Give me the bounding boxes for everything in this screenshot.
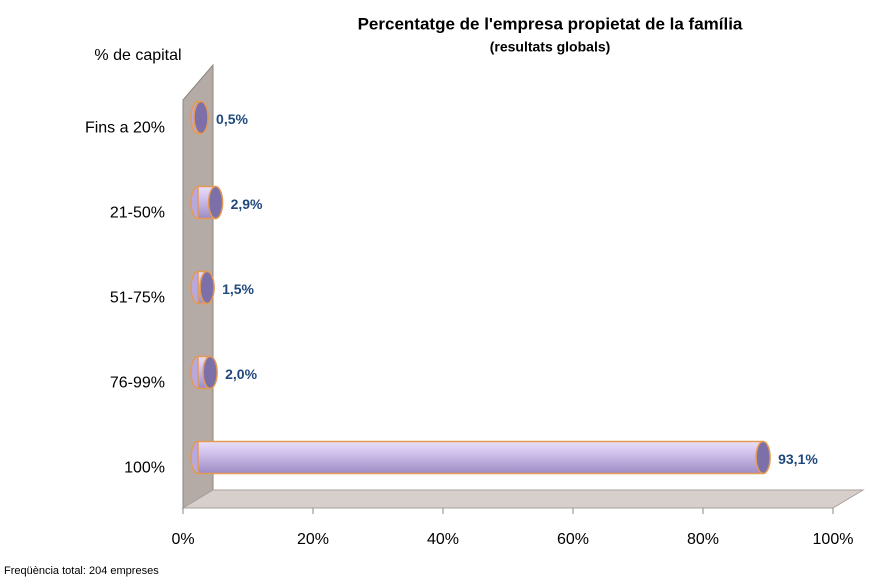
y-tick-label: 76-99%: [110, 375, 165, 392]
x-tick-label: 40%: [427, 531, 459, 548]
footnote: Freqüència total: 204 empreses: [4, 565, 159, 577]
bar-end-cap: [755, 440, 771, 475]
chart-title: Percentatge de l'empresa propietat de la…: [358, 14, 743, 33]
y-tick-label: Fins a 20%: [85, 120, 165, 137]
y-tick-label: 21-50%: [110, 205, 165, 222]
value-label: 93,1%: [778, 451, 818, 467]
chart-subtitle: (resultats globals): [490, 39, 611, 55]
x-tick-label: 100%: [813, 531, 854, 548]
x-tick-label: 0%: [171, 531, 194, 548]
x-tick-label: 60%: [557, 531, 589, 548]
y-tick-label: 51-75%: [110, 290, 165, 307]
bar-end-cap: [202, 355, 218, 390]
value-label: 0,5%: [216, 111, 248, 127]
x-tick-label: 80%: [687, 531, 719, 548]
value-label: 2,0%: [225, 366, 257, 382]
bar-end-cap: [193, 100, 209, 135]
bar-end-cap: [207, 185, 224, 220]
floor: [181, 489, 865, 509]
value-label: 1,5%: [222, 281, 254, 297]
y-tick-label: 100%: [124, 460, 165, 477]
x-tick-label: 20%: [297, 531, 329, 548]
value-label: 2,9%: [231, 196, 263, 212]
bar-end-cap: [199, 270, 215, 305]
bar: [197, 440, 764, 475]
y-axis-label: % de capital: [94, 47, 181, 64]
